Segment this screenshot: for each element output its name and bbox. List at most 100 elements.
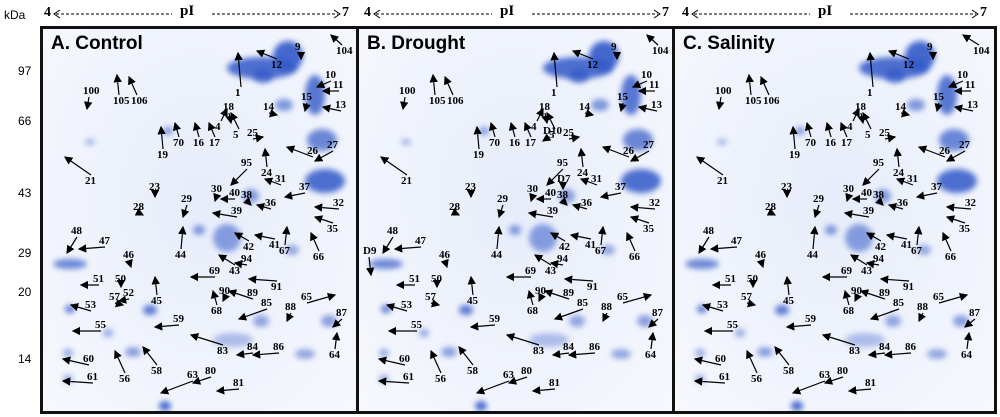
spot-label: 23 — [781, 181, 792, 193]
spot-arrow — [261, 147, 270, 168]
spot-label: 69 — [841, 265, 852, 277]
protein-spot-blob — [125, 347, 141, 357]
spot-arrow — [285, 145, 314, 158]
spot-arrow — [783, 275, 792, 296]
protein-spot-blob — [369, 259, 403, 269]
mw-tick-20: 20 — [18, 285, 32, 299]
spot-arrow — [473, 125, 482, 150]
spot-label: 13 — [335, 99, 346, 111]
spot-arrow — [810, 225, 819, 250]
spot-label: 80 — [205, 365, 216, 377]
spot-label: 70 — [805, 137, 816, 149]
spot-label: 16 — [509, 137, 520, 149]
spot-label: 37 — [299, 181, 310, 193]
spot-label: 37 — [931, 181, 942, 193]
spot-label: 66 — [945, 251, 956, 263]
spot-label: 27 — [643, 139, 654, 151]
spot-label: 31 — [591, 173, 602, 185]
spot-label: 50 — [431, 273, 442, 285]
spot-label: 83 — [533, 345, 544, 357]
spot-label: 104 — [652, 45, 669, 57]
protein-spot-blob — [917, 245, 931, 255]
protein-spot-blob — [479, 127, 489, 135]
pi-max-label: 7 — [342, 5, 349, 20]
spot-label: 51 — [725, 273, 736, 285]
spot-label: 57 — [425, 291, 436, 303]
spot-label: 48 — [703, 225, 714, 237]
spot-label: 9 — [295, 41, 301, 53]
spot-arrow — [964, 318, 976, 328]
spot-arrow — [579, 177, 598, 186]
protein-spot-blob — [529, 333, 569, 347]
spot-label: 52 — [123, 287, 134, 299]
spot-label: 26 — [939, 145, 950, 157]
spot-label: 45 — [783, 295, 794, 307]
spot-arrow — [813, 204, 822, 219]
spot-arrow — [124, 258, 133, 269]
spot-label: 81 — [549, 377, 560, 389]
spot-arrow — [774, 346, 790, 366]
spot-arrow — [629, 215, 650, 224]
spot-label: 36 — [897, 197, 908, 209]
spot-arrow — [885, 232, 908, 241]
spot-label: 40 — [229, 187, 240, 199]
spot-label: 26 — [623, 145, 634, 157]
spot-arrow — [862, 111, 872, 130]
spot-arrow — [315, 80, 332, 89]
mw-tick-66: 66 — [18, 114, 32, 128]
spot-arrow — [215, 386, 240, 395]
spot-arrow — [69, 303, 92, 312]
spot-arrow — [942, 231, 952, 252]
spot-arrow — [331, 331, 341, 350]
spot-label: 83 — [849, 345, 860, 357]
spot-label: 4 — [215, 121, 221, 133]
spot-arrow — [430, 299, 441, 308]
pi-max-label: 7 — [980, 5, 987, 20]
spot-label: 43 — [861, 265, 872, 277]
spot-label: 95 — [873, 157, 884, 169]
protein-spot-blob — [885, 69, 905, 83]
spot-label: 1 — [235, 87, 241, 99]
spot-label: 44 — [491, 249, 502, 261]
spot-arrow — [523, 121, 532, 138]
spot-label: 27 — [959, 139, 970, 151]
spot-arrow — [444, 75, 454, 96]
spot-arrow — [330, 34, 343, 46]
spot-label: 60 — [399, 353, 410, 365]
spot-arrow — [842, 289, 852, 306]
protein-spot-blob — [795, 127, 805, 135]
spot-label: 104 — [336, 45, 353, 57]
pi-axis-label: pI — [500, 3, 515, 19]
spot-arrow — [237, 308, 268, 321]
spot-label: 35 — [327, 223, 338, 235]
spot-label: 42 — [243, 241, 254, 253]
spot-label: 45 — [467, 295, 478, 307]
spot-arrow — [549, 260, 564, 269]
spot-label: 104 — [973, 45, 990, 57]
spot-label: 87 — [336, 307, 347, 319]
spot-label: 32 — [333, 197, 344, 209]
mw-tick-43: 43 — [18, 186, 32, 200]
protein-spot-blob — [441, 347, 457, 357]
spot-arrow — [845, 192, 854, 203]
spot-label: 87 — [652, 307, 663, 319]
spot-label: 16 — [193, 137, 204, 149]
spot-arrow — [242, 196, 252, 206]
spot-arrow — [865, 260, 880, 269]
spot-arrow — [380, 156, 408, 176]
protein-spot-blob — [253, 315, 269, 327]
spot-arrow — [918, 312, 926, 323]
spot-label: 80 — [521, 365, 532, 377]
spot-label: 26 — [307, 145, 318, 157]
spot-label: 28 — [133, 201, 144, 213]
spot-label: 67 — [911, 245, 922, 257]
spot-arrow — [622, 292, 653, 304]
spot-arrow — [746, 349, 758, 374]
protein-spot-blob — [63, 349, 73, 357]
spot-label: 81 — [233, 377, 244, 389]
spot-arrow — [917, 145, 946, 158]
spot-arrow — [571, 202, 588, 212]
spot-label: 61 — [87, 371, 98, 383]
spot-arrow — [602, 312, 610, 323]
spot-arrow — [550, 51, 559, 88]
